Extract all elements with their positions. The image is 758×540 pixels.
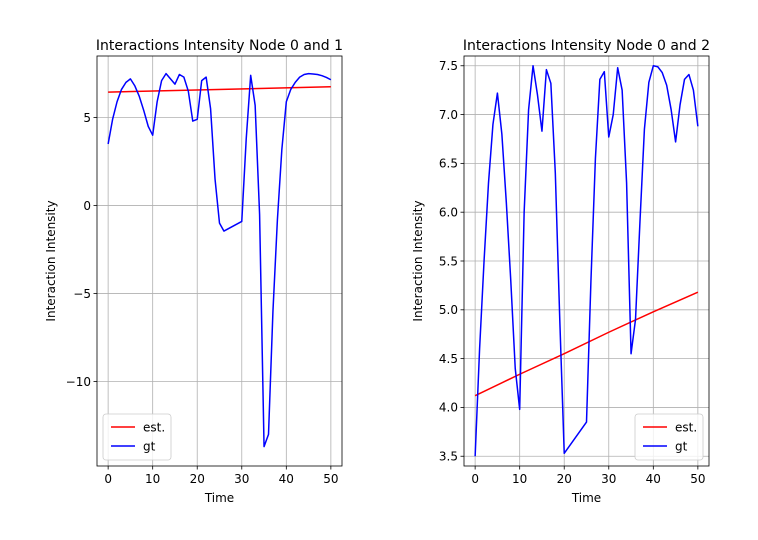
x-tick-label: 50 [323,472,338,486]
legend-box [634,413,704,461]
y-tick-label: 7.0 [439,108,458,122]
legend-label-est: est. [675,420,697,434]
plot-frame [96,55,343,467]
chart-title: Interactions Intensity Node 0 and 2 [463,38,710,54]
x-tick-label: 30 [234,472,249,486]
x-tick-label: 0 [104,472,112,486]
chart-node-0-and-1: 0 10 20 30 40 50 −10 −5 0 5 Interactions Intensity… [44,38,343,505]
legend: est. gt [102,413,172,461]
y-tick-label: 0 [83,199,91,213]
legend-label-gt: gt [675,439,688,453]
chart-node-0-and-2: 0 10 20 30 40 50 3.5 4.0 4.5 5.0 5.5 6.0 6.5 7.0 7.5 In… [411,38,710,505]
y-tick-label: 3.5 [439,450,458,464]
x-tick-label: 20 [190,472,205,486]
series-line-est [108,86,331,93]
x-tick-label: 10 [512,472,527,486]
x-tick-label: 40 [646,472,661,486]
x-tick-label: 0 [471,472,479,486]
y-tick-label: 6.0 [439,205,458,219]
y-tick-label: 7.5 [439,59,458,73]
x-tick-label: 20 [557,472,572,486]
x-tick-label: 30 [601,472,616,486]
x-tick-label: 50 [690,472,705,486]
y-tick-label: −10 [66,375,91,389]
legend: est. gt [634,413,704,461]
y-axis-label: Interaction Intensity [44,200,58,321]
x-tick-label: 10 [145,472,160,486]
x-axis-label: Time [571,491,601,505]
series-line-est [474,291,699,397]
y-tick-label: 5 [83,111,91,125]
series-line-gt [474,65,699,457]
legend-label-est: est. [143,420,165,434]
y-axis-label: Interaction Intensity [411,200,425,321]
x-tick-label: 40 [279,472,294,486]
y-tick-label: 4.5 [439,352,458,366]
x-axis-label: Time [204,491,234,505]
legend-label-gt: gt [143,439,156,453]
y-tick-label: 6.5 [439,157,458,171]
series-line-gt [107,72,332,448]
y-tick-label: 4.0 [439,401,458,415]
legend-box [102,413,172,461]
y-tick-label: 5.0 [439,303,458,317]
chart-title: Interactions Intensity Node 0 and 1 [96,38,343,54]
y-tick-label: 5.5 [439,254,458,268]
y-tick-label: −5 [73,287,91,301]
